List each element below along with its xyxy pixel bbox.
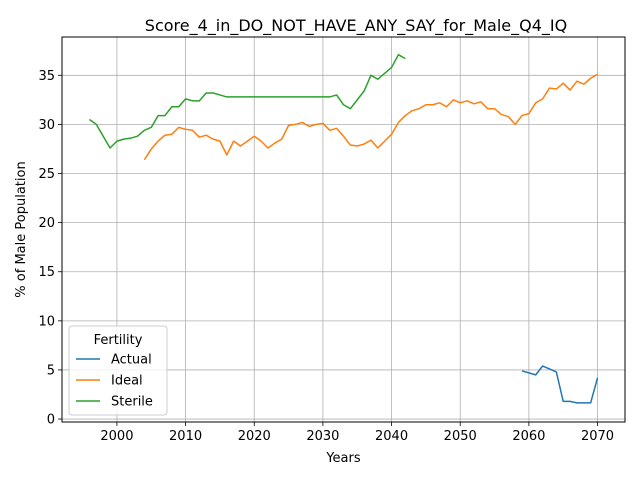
y-tick-label: 25 [38, 167, 55, 182]
x-tick-label: 2050 [444, 429, 477, 444]
legend-label-actual: Actual [111, 353, 152, 368]
x-axis: 2000 2010 2020 2030 2040 2050 2060 2070 [100, 422, 614, 444]
x-tick-label: 2010 [169, 429, 202, 444]
legend-entries: Actual Ideal Sterile [76, 353, 153, 410]
y-tick-label: 15 [38, 265, 55, 280]
chart-title: Score_4_in_DO_NOT_HAVE_ANY_SAY_for_Male_… [145, 16, 567, 36]
x-tick-label: 2040 [375, 429, 408, 444]
y-tick-label: 10 [38, 314, 55, 329]
x-tick-label: 2020 [238, 429, 271, 444]
x-tick-label: 2000 [100, 429, 133, 444]
x-tick-label: 2070 [581, 429, 614, 444]
legend-title: Fertility [94, 333, 143, 348]
y-tick-label: 35 [38, 69, 55, 84]
y-tick-label: 30 [38, 118, 55, 133]
legend-label-ideal: Ideal [111, 374, 143, 389]
legend: Fertility Actual Ideal Sterile [68, 325, 168, 416]
y-tick-label: 0 [47, 413, 55, 428]
series-lines [89, 53, 599, 404]
y-axis: 0 5 10 15 20 25 30 35 [38, 69, 62, 428]
y-tick-label: 5 [47, 363, 55, 378]
grid [62, 37, 625, 422]
legend-box [68, 325, 168, 416]
x-tick-label: 2030 [306, 429, 339, 444]
series-line-ideal [143, 73, 598, 161]
series-line-sterile [89, 53, 406, 149]
x-axis-label: Years [325, 451, 361, 466]
legend-label-sterile: Sterile [111, 395, 153, 410]
y-tick-label: 20 [38, 216, 55, 231]
series-line-actual [521, 365, 599, 404]
x-tick-label: 2060 [512, 429, 545, 444]
plot-frame [61, 36, 626, 423]
y-axis-label: % of Male Population [14, 161, 29, 297]
